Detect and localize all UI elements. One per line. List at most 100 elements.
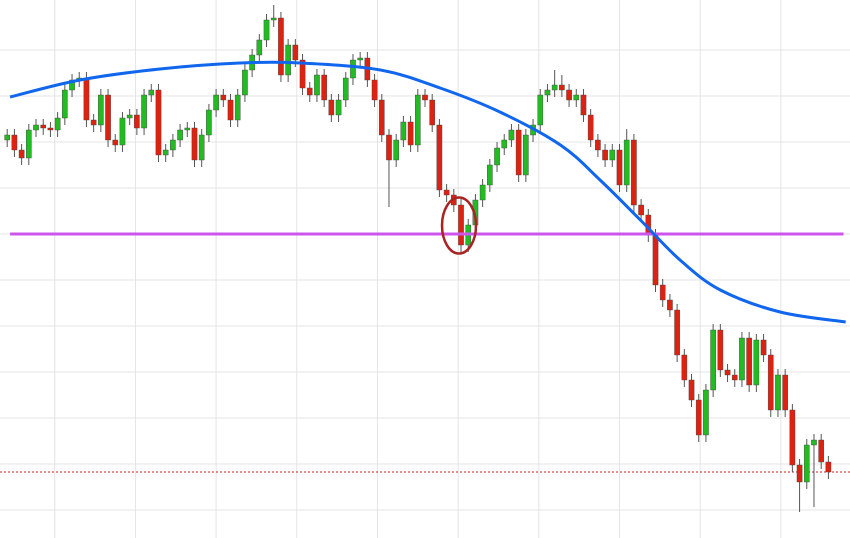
candle-body bbox=[220, 94, 227, 101]
candle-body bbox=[357, 57, 363, 61]
candle-body bbox=[566, 89, 572, 101]
candle-body bbox=[90, 119, 97, 126]
candle-body bbox=[234, 94, 241, 121]
candle-body bbox=[350, 59, 356, 79]
candle-body bbox=[213, 94, 219, 111]
candle-body bbox=[508, 129, 515, 141]
candle-body bbox=[407, 121, 414, 146]
candle-body bbox=[573, 94, 580, 101]
candle-body bbox=[818, 439, 824, 463]
candle-body bbox=[479, 184, 486, 201]
candle-body bbox=[83, 77, 90, 121]
candle-body bbox=[328, 99, 335, 116]
candle-body bbox=[681, 354, 688, 381]
candle-body bbox=[263, 19, 270, 41]
candle-body bbox=[371, 79, 378, 101]
candle-body bbox=[775, 374, 781, 411]
candle-body bbox=[811, 439, 817, 446]
candle-body bbox=[299, 59, 306, 89]
candle-body bbox=[256, 39, 263, 56]
candle-body bbox=[393, 139, 399, 161]
candle-body bbox=[638, 204, 644, 216]
candle-body bbox=[148, 89, 155, 96]
candle-body bbox=[724, 369, 731, 376]
candle-body bbox=[378, 99, 385, 136]
candle-body bbox=[551, 84, 558, 91]
candle-body bbox=[587, 114, 594, 141]
candle-body bbox=[667, 299, 673, 311]
candle-body bbox=[717, 329, 724, 371]
candle-body bbox=[688, 379, 695, 401]
candle-body bbox=[537, 94, 544, 126]
candle-body bbox=[746, 337, 752, 386]
candle-body bbox=[602, 149, 608, 161]
candle-body bbox=[155, 89, 162, 156]
candle-body bbox=[559, 84, 565, 91]
candle-body bbox=[695, 399, 702, 436]
candle-body bbox=[26, 129, 32, 159]
candle-body bbox=[609, 149, 616, 161]
candle-body bbox=[170, 139, 176, 151]
candle-body bbox=[739, 337, 745, 381]
candle-body bbox=[105, 94, 111, 141]
candle-body bbox=[141, 94, 147, 129]
candle-body bbox=[184, 127, 191, 131]
candle-body bbox=[18, 149, 25, 159]
candle-body bbox=[198, 134, 205, 161]
candle-body bbox=[616, 149, 623, 186]
candle-body bbox=[321, 74, 327, 101]
candle-body bbox=[631, 139, 637, 206]
candle-body bbox=[767, 354, 774, 411]
candle-body bbox=[126, 114, 133, 119]
candle-body bbox=[760, 339, 767, 356]
candle-body bbox=[429, 99, 436, 126]
candle-body bbox=[54, 117, 61, 131]
candle-body bbox=[206, 109, 212, 136]
candle-body bbox=[652, 234, 659, 286]
candle-body bbox=[134, 114, 140, 129]
candle-body bbox=[342, 77, 349, 101]
candle-body bbox=[98, 94, 104, 126]
candle-body bbox=[580, 94, 587, 116]
candle-body bbox=[314, 74, 320, 96]
candle-body bbox=[62, 89, 68, 119]
candle-body bbox=[177, 129, 183, 141]
candle-body bbox=[335, 99, 342, 116]
candle-body bbox=[227, 99, 234, 121]
candle-body bbox=[595, 139, 601, 151]
candle-body bbox=[285, 44, 291, 76]
candle-body bbox=[69, 79, 75, 91]
candle-body bbox=[270, 17, 277, 21]
candle-body bbox=[292, 44, 299, 61]
candle-body bbox=[4, 134, 11, 141]
candle-body bbox=[731, 374, 738, 381]
candle-body bbox=[710, 329, 716, 391]
candle-body bbox=[191, 127, 198, 161]
candle-body bbox=[623, 139, 630, 186]
candle-body bbox=[162, 149, 169, 156]
candle-body bbox=[112, 139, 119, 146]
candle-body bbox=[278, 17, 284, 76]
candle-body bbox=[782, 374, 788, 411]
candle-body bbox=[458, 204, 464, 246]
candle-body bbox=[789, 409, 796, 466]
curve bbox=[9, 60, 846, 324]
candle-body bbox=[494, 147, 500, 166]
candle-body bbox=[386, 134, 392, 161]
candle-body bbox=[796, 464, 803, 483]
candle-body bbox=[119, 117, 126, 146]
candle-body bbox=[47, 127, 54, 131]
candle-body bbox=[242, 69, 248, 96]
candle-body bbox=[659, 284, 666, 301]
candle-body bbox=[422, 94, 428, 101]
candle-body bbox=[306, 87, 313, 96]
candle-body bbox=[515, 129, 522, 176]
candle-body bbox=[40, 124, 47, 129]
candle-body bbox=[436, 124, 443, 191]
candle-body bbox=[703, 389, 709, 436]
candle-body bbox=[414, 94, 421, 146]
candle-body bbox=[501, 139, 508, 149]
candle-body bbox=[523, 134, 529, 176]
highlight-circle bbox=[440, 196, 478, 255]
candle-body bbox=[803, 444, 810, 483]
